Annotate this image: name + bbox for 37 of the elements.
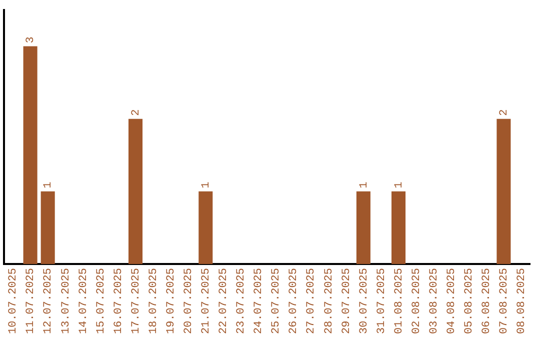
x-tick-label: 28.07.2025 bbox=[323, 268, 336, 334]
x-tick-label: 02.08.2025 bbox=[410, 268, 423, 334]
x-tick-label: 10.07.2025 bbox=[8, 268, 20, 334]
x-tick-label: 05.08.2025 bbox=[464, 268, 476, 334]
x-tick-label: 31.07.2025 bbox=[376, 268, 388, 334]
x-tick-label: 15.07.2025 bbox=[95, 268, 108, 334]
x-tick-label: 11.07.2025 bbox=[25, 268, 38, 334]
x-tick-label: 12.07.2025 bbox=[42, 268, 55, 334]
x-tick-label: 04.08.2025 bbox=[446, 268, 458, 334]
x-tick-label: 20.07.2025 bbox=[183, 268, 196, 334]
x-tick-label: 01.08.2025 bbox=[393, 268, 406, 334]
x-tick-label: 19.07.2025 bbox=[165, 268, 178, 334]
x-tick-label: 29.07.2025 bbox=[340, 268, 353, 334]
x-tick-label: 30.07.2025 bbox=[358, 268, 370, 334]
x-tick-label: 14.07.2025 bbox=[78, 268, 90, 334]
x-tick-label: 08.08.2025 bbox=[516, 268, 528, 334]
data-label: 2 bbox=[130, 109, 142, 116]
x-tick-label: 16.07.2025 bbox=[112, 268, 125, 334]
data-label: 1 bbox=[200, 181, 213, 188]
x-tick-label: 25.07.2025 bbox=[270, 268, 283, 334]
x-tick-label: 24.07.2025 bbox=[253, 268, 266, 334]
x-tick-label: 17.07.2025 bbox=[130, 268, 142, 334]
data-label: 1 bbox=[358, 181, 370, 188]
data-label: 2 bbox=[498, 109, 511, 116]
x-tick-label: 07.08.2025 bbox=[498, 268, 511, 334]
data-label: 3 bbox=[25, 36, 38, 44]
x-tick-label: 06.08.2025 bbox=[481, 268, 494, 334]
x-tick-label: 21.07.2025 bbox=[200, 268, 213, 334]
x-tick-label: 26.07.2025 bbox=[288, 268, 300, 334]
x-tick-label: 23.07.2025 bbox=[236, 268, 248, 334]
x-tick-label: 03.08.2025 bbox=[428, 268, 440, 334]
x-tick-label: 22.07.2025 bbox=[218, 268, 230, 334]
x-tick-label: 13.07.2025 bbox=[60, 268, 72, 334]
data-label: 1 bbox=[393, 181, 406, 188]
x-tick-label: 18.07.2025 bbox=[148, 268, 160, 334]
x-tick-label: 27.07.2025 bbox=[306, 268, 318, 334]
data-label: 1 bbox=[42, 181, 55, 188]
